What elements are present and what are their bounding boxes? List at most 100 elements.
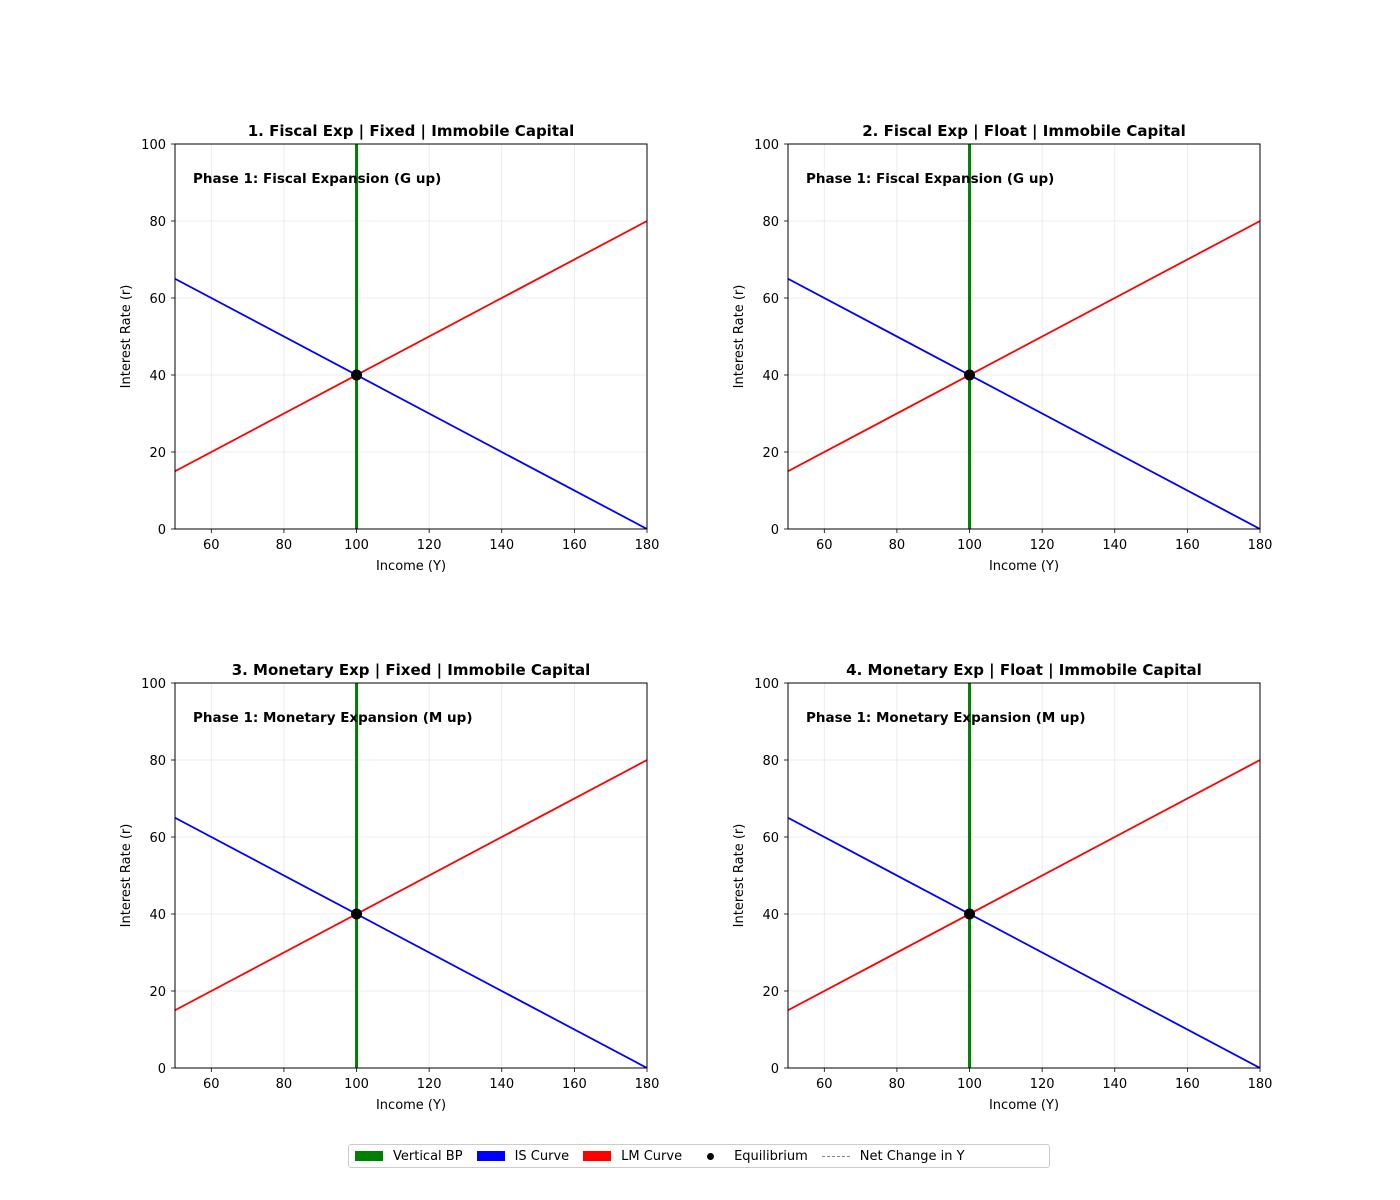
- y-tick-label: 40: [762, 908, 779, 923]
- y-tick-label: 60: [762, 292, 779, 307]
- x-tick-label: 180: [635, 538, 660, 553]
- y-tick-label: 0: [771, 1062, 779, 1077]
- legend-label-is: IS Curve: [514, 1148, 570, 1164]
- y-tick-label: 60: [149, 292, 166, 307]
- legend-swatch-lm: [583, 1151, 612, 1161]
- lm-line: [175, 220, 647, 473]
- y-axis-label: Interest Rate (r): [119, 285, 134, 389]
- x-axis-label: Income (Y): [376, 559, 446, 574]
- plot-area: [788, 683, 1260, 1068]
- y-axis-label: Interest Rate (r): [732, 824, 747, 928]
- x-tick-label: 60: [203, 538, 220, 553]
- x-tick-label: 120: [417, 538, 442, 553]
- legend-item-net-change: Net Change in Y: [821, 1148, 965, 1164]
- y-tick-label: 80: [762, 215, 779, 230]
- x-tick-label: 160: [1175, 538, 1200, 553]
- chart-title: 4. Monetary Exp | Float | Immobile Capit…: [846, 661, 1202, 680]
- phase-annotation: Phase 1: Monetary Expansion (M up): [193, 710, 473, 726]
- phase-annotation: Phase 1: Fiscal Expansion (G up): [193, 171, 441, 187]
- y-tick-label: 100: [141, 138, 166, 153]
- x-tick-label: 80: [889, 1077, 906, 1092]
- legend-swatch-bp: [355, 1151, 383, 1161]
- x-tick-label: 120: [1030, 538, 1055, 553]
- series-group: [788, 683, 1260, 1068]
- chart-panel-3: 60 80 100 120 140 160 180 0 20 40 60 80 100 Income (Y…: [119, 661, 659, 1113]
- equilibrium-point: [351, 369, 363, 381]
- y-tick-label: 100: [754, 138, 779, 153]
- lm-line: [788, 759, 1260, 1012]
- legend-dot-icon: [696, 1151, 724, 1161]
- series-group: [788, 144, 1260, 529]
- x-tick-label: 60: [203, 1077, 220, 1092]
- y-tick-label: 0: [158, 1062, 166, 1077]
- y-tick-label: 0: [771, 523, 779, 538]
- x-tick-label: 100: [957, 538, 982, 553]
- chart-panel-4: 60 80 100 120 140 160 180 0 20 40 60 80 100 Income (Y…: [732, 661, 1272, 1113]
- legend-label-equilibrium: Equilibrium: [734, 1148, 808, 1164]
- x-tick-label: 140: [489, 538, 514, 553]
- x-tick-label: 120: [417, 1077, 442, 1092]
- is-line: [175, 277, 647, 529]
- legend-item-vertical-bp: Vertical BP: [355, 1149, 463, 1164]
- plot-area: [175, 683, 647, 1068]
- x-tick-label: 100: [344, 1077, 369, 1092]
- equilibrium-point: [351, 908, 363, 920]
- x-tick-label: 160: [562, 538, 587, 553]
- legend-label-bp: Vertical BP: [393, 1148, 463, 1164]
- y-tick-label: 20: [149, 446, 166, 461]
- x-tick-label: 80: [889, 538, 906, 553]
- plot-frame: [174, 682, 648, 1069]
- plot-frame: [787, 143, 1261, 530]
- x-tick-label: 100: [344, 538, 369, 553]
- y-tick-label: 100: [754, 677, 779, 692]
- x-tick-label: 120: [1030, 1077, 1055, 1092]
- x-tick-label: 140: [1102, 538, 1127, 553]
- plot-frame: [174, 143, 648, 530]
- phase-annotation: Phase 1: Fiscal Expansion (G up): [806, 171, 1054, 187]
- is-line: [788, 277, 1260, 529]
- legend-item-equilibrium: Equilibrium: [696, 1149, 808, 1164]
- x-tick-label: 180: [1248, 538, 1273, 553]
- legend-item-lm-curve: LM Curve: [583, 1149, 682, 1164]
- y-tick-label: 40: [149, 369, 166, 384]
- phase-annotation: Phase 1: Monetary Expansion (M up): [806, 710, 1086, 726]
- lm-line: [788, 220, 1260, 473]
- plot-area: [788, 144, 1260, 529]
- legend-label-lm: LM Curve: [621, 1148, 683, 1164]
- equilibrium-point: [964, 369, 976, 381]
- is-line: [175, 816, 647, 1068]
- legend-label-net-change: Net Change in Y: [859, 1148, 965, 1164]
- y-tick-label: 40: [149, 908, 166, 923]
- x-axis-label: Income (Y): [989, 1098, 1059, 1113]
- legend: Vertical BP IS Curve LM Curve Equilibriu…: [348, 1144, 1050, 1168]
- x-tick-label: 60: [816, 1077, 833, 1092]
- y-tick-label: 20: [762, 985, 779, 1000]
- x-axis-label: Income (Y): [376, 1098, 446, 1113]
- x-tick-label: 160: [562, 1077, 587, 1092]
- x-tick-label: 80: [276, 1077, 293, 1092]
- legend-swatch-is: [476, 1151, 505, 1161]
- chart-panel-1: 60 80 100 120 140 160 180 0 20 40 60 80 100 Income (Y…: [119, 122, 659, 574]
- plot-area: [175, 144, 647, 529]
- x-tick-label: 140: [489, 1077, 514, 1092]
- chart-title: 1. Fiscal Exp | Fixed | Immobile Capital: [248, 122, 575, 141]
- x-tick-label: 180: [635, 1077, 660, 1092]
- series-group: [175, 144, 647, 529]
- legend-dash-icon: [821, 1155, 850, 1157]
- y-tick-label: 0: [158, 523, 166, 538]
- y-axis-label: Interest Rate (r): [119, 824, 134, 928]
- legend-item-is-curve: IS Curve: [476, 1148, 570, 1164]
- y-axis-label: Interest Rate (r): [732, 285, 747, 389]
- x-tick-label: 60: [816, 538, 833, 553]
- chart-title: 2. Fiscal Exp | Float | Immobile Capital: [862, 122, 1186, 141]
- x-axis-label: Income (Y): [989, 559, 1059, 574]
- y-tick-label: 60: [149, 831, 166, 846]
- equilibrium-point: [964, 908, 976, 920]
- y-tick-label: 60: [762, 831, 779, 846]
- chart-panel-2: 60 80 100 120 140 160 180 0 20 40 60 80 100 Income (Y…: [732, 122, 1272, 574]
- x-tick-label: 80: [276, 538, 293, 553]
- x-tick-label: 100: [957, 1077, 982, 1092]
- lm-line: [175, 759, 647, 1012]
- y-tick-label: 20: [149, 985, 166, 1000]
